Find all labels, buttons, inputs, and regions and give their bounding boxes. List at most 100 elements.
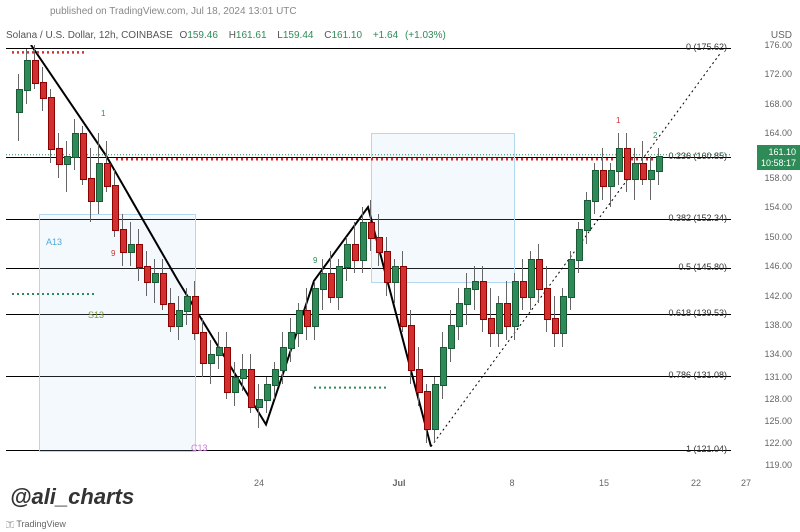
y-tick: 164.00 bbox=[764, 128, 792, 138]
candle-body bbox=[120, 229, 127, 253]
y-tick: 138.00 bbox=[764, 320, 792, 330]
candle-body bbox=[208, 354, 215, 363]
candle-body bbox=[160, 273, 167, 304]
candle-body bbox=[248, 369, 255, 408]
y-tick: 176.00 bbox=[764, 40, 792, 50]
candle-body bbox=[224, 347, 231, 393]
candle-body bbox=[648, 170, 655, 179]
fib-line bbox=[6, 48, 731, 49]
change: +1.64 bbox=[373, 30, 398, 41]
candle-body bbox=[280, 347, 287, 371]
candle-body bbox=[360, 222, 367, 261]
candle-body bbox=[104, 163, 111, 187]
candle-body bbox=[328, 273, 335, 297]
y-axis: 119.00122.00125.00128.00131.00134.00138.… bbox=[735, 45, 800, 490]
candle-body bbox=[536, 259, 543, 290]
candle-body bbox=[56, 148, 63, 165]
candle-body bbox=[456, 303, 463, 327]
candle-body bbox=[384, 251, 391, 282]
candle-body bbox=[320, 273, 327, 290]
count-label: 1 bbox=[101, 109, 105, 118]
pattern-label: S13 bbox=[88, 310, 104, 320]
candle-body bbox=[528, 259, 535, 298]
candle-body bbox=[608, 170, 615, 187]
count-label: 1 bbox=[616, 116, 620, 125]
fib-label: 1 (121.04) bbox=[686, 444, 727, 454]
candle-body bbox=[168, 303, 175, 327]
candle-body bbox=[408, 325, 415, 371]
candle-body bbox=[48, 97, 55, 151]
candle-body bbox=[416, 369, 423, 393]
h-label: H161.61 bbox=[229, 30, 271, 41]
candle-body bbox=[80, 133, 87, 179]
candle-body bbox=[64, 156, 71, 165]
candle-body bbox=[552, 318, 559, 335]
y-tick: 168.00 bbox=[764, 99, 792, 109]
candle-body bbox=[336, 266, 343, 297]
tradingview-logo: 🇹 TradingView bbox=[6, 519, 66, 530]
candle-body bbox=[592, 170, 599, 201]
candle-body bbox=[472, 281, 479, 290]
candle-body bbox=[560, 296, 567, 335]
y-tick: 150.00 bbox=[764, 232, 792, 242]
candle-body bbox=[192, 296, 199, 335]
pattern-label: A13 bbox=[46, 237, 62, 247]
pct: (+1.03%) bbox=[405, 30, 446, 41]
candle-body bbox=[96, 163, 103, 202]
candle-body bbox=[16, 89, 23, 113]
candle-body bbox=[312, 288, 319, 327]
candle-body bbox=[376, 237, 383, 254]
candle-body bbox=[128, 244, 135, 253]
x-tick: 8 bbox=[509, 478, 514, 488]
candle-body bbox=[392, 266, 399, 283]
candle-body bbox=[240, 369, 247, 378]
candle-body bbox=[24, 60, 31, 91]
candle-body bbox=[88, 178, 95, 202]
candle-body bbox=[576, 229, 583, 260]
o-label: O159.46 bbox=[180, 30, 222, 41]
published-text: published on TradingView.com, Jul 18, 20… bbox=[50, 6, 297, 17]
candle-body bbox=[488, 318, 495, 335]
x-tick: 24 bbox=[254, 478, 264, 488]
candle-body bbox=[632, 163, 639, 180]
candle-body bbox=[464, 288, 471, 305]
count-label: 2 bbox=[653, 131, 657, 140]
candle-body bbox=[432, 384, 439, 430]
candle-body bbox=[264, 384, 271, 401]
candle-body bbox=[440, 347, 447, 386]
candle-body bbox=[504, 303, 511, 327]
candle-body bbox=[624, 148, 631, 179]
candle-body bbox=[112, 185, 119, 231]
y-tick: 134.00 bbox=[764, 349, 792, 359]
candle-body bbox=[584, 200, 591, 231]
candle-body bbox=[640, 163, 647, 180]
candle-body bbox=[32, 60, 39, 84]
candle-body bbox=[616, 148, 623, 172]
price-chart[interactable]: 0 (175.62)0.236 (160.85)0.382 (152.34)0.… bbox=[6, 45, 731, 490]
fib-label: 0.5 (145.80) bbox=[678, 262, 727, 272]
fib-label: 0.382 (152.34) bbox=[668, 213, 727, 223]
candle-body bbox=[288, 332, 295, 349]
candle-wick bbox=[66, 141, 67, 193]
y-tick: 172.00 bbox=[764, 69, 792, 79]
x-tick: Jul bbox=[392, 478, 405, 488]
candle-body bbox=[520, 281, 527, 298]
candle-body bbox=[200, 332, 207, 363]
candle-body bbox=[544, 288, 551, 319]
fib-label: 0 (175.62) bbox=[686, 42, 727, 52]
y-tick: 146.00 bbox=[764, 261, 792, 271]
l-label: L159.44 bbox=[277, 30, 317, 41]
highlight-box bbox=[371, 133, 515, 282]
author-handle: @ali_charts bbox=[10, 484, 134, 510]
candle-body bbox=[496, 303, 503, 334]
candle-body bbox=[232, 377, 239, 394]
candle-body bbox=[352, 244, 359, 261]
candle-body bbox=[600, 170, 607, 187]
candle-body bbox=[144, 266, 151, 283]
y-tick: 154.00 bbox=[764, 202, 792, 212]
fib-label: 0.786 (131.08) bbox=[668, 370, 727, 380]
candle-body bbox=[136, 244, 143, 268]
candle-body bbox=[40, 82, 47, 99]
fib-label: 0.618 (139.53) bbox=[668, 308, 727, 318]
x-tick: 22 bbox=[691, 478, 701, 488]
